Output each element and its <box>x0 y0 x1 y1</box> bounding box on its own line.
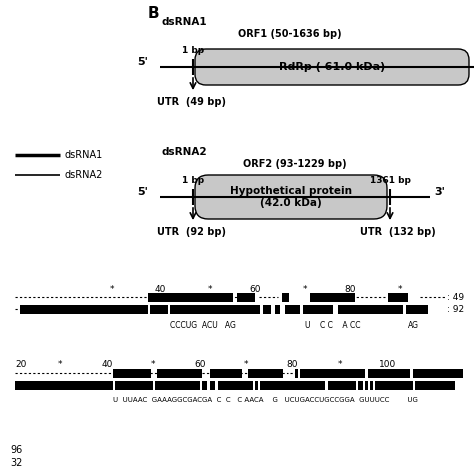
Text: : 92: : 92 <box>447 305 464 314</box>
Text: UTR  (49 bp): UTR (49 bp) <box>157 97 226 107</box>
FancyBboxPatch shape <box>370 381 373 390</box>
Text: 1 bp: 1 bp <box>182 46 204 55</box>
FancyBboxPatch shape <box>338 304 403 313</box>
FancyBboxPatch shape <box>195 49 469 85</box>
Text: *: * <box>151 360 155 369</box>
Text: U  UUAAC  GAAAGGCGACGA  C  C   C AACA    G   UCUGACCUGCCGGA  GUUUCC        UG: U UUAAC GAAAGGCGACGA C C C AACA G UCUGAC… <box>113 397 418 403</box>
FancyBboxPatch shape <box>295 368 298 377</box>
FancyBboxPatch shape <box>113 368 151 377</box>
Text: ORF1 (50-1636 bp): ORF1 (50-1636 bp) <box>238 29 342 39</box>
Text: 60: 60 <box>249 285 261 294</box>
Text: 80: 80 <box>286 360 298 369</box>
FancyBboxPatch shape <box>155 381 200 390</box>
FancyBboxPatch shape <box>210 368 242 377</box>
FancyBboxPatch shape <box>365 381 368 390</box>
Text: dsRNA1: dsRNA1 <box>162 17 208 27</box>
FancyBboxPatch shape <box>20 304 148 313</box>
FancyBboxPatch shape <box>170 304 260 313</box>
Text: 5': 5' <box>137 187 148 197</box>
FancyBboxPatch shape <box>275 304 280 313</box>
FancyBboxPatch shape <box>195 175 387 219</box>
FancyBboxPatch shape <box>368 368 410 377</box>
Text: CCCUG  ACU   AG: CCCUG ACU AG <box>170 321 236 330</box>
FancyBboxPatch shape <box>310 292 355 301</box>
FancyBboxPatch shape <box>248 368 283 377</box>
Text: UTR  (92 bp): UTR (92 bp) <box>157 227 226 237</box>
FancyBboxPatch shape <box>15 381 113 390</box>
Text: RdRp ( 61.0 kDa): RdRp ( 61.0 kDa) <box>279 62 385 72</box>
FancyBboxPatch shape <box>202 381 207 390</box>
FancyBboxPatch shape <box>237 292 255 301</box>
FancyBboxPatch shape <box>263 304 271 313</box>
FancyBboxPatch shape <box>303 304 333 313</box>
FancyBboxPatch shape <box>218 381 253 390</box>
FancyBboxPatch shape <box>358 381 363 390</box>
Text: 5': 5' <box>137 57 148 67</box>
Text: *: * <box>338 360 342 369</box>
Text: 40: 40 <box>155 285 166 294</box>
Text: *: * <box>208 285 212 294</box>
Text: *: * <box>303 285 307 294</box>
FancyBboxPatch shape <box>255 381 258 390</box>
Text: 100: 100 <box>379 360 397 369</box>
Text: 20: 20 <box>15 360 27 369</box>
FancyBboxPatch shape <box>115 381 153 390</box>
Text: 32: 32 <box>10 458 22 468</box>
Text: 80: 80 <box>344 285 356 294</box>
Text: 60: 60 <box>194 360 206 369</box>
Text: *: * <box>398 285 402 294</box>
FancyBboxPatch shape <box>157 368 202 377</box>
FancyBboxPatch shape <box>150 304 168 313</box>
Text: 1361 bp: 1361 bp <box>370 176 410 185</box>
FancyBboxPatch shape <box>388 292 408 301</box>
Text: dsRNA2: dsRNA2 <box>162 147 208 157</box>
FancyBboxPatch shape <box>375 381 413 390</box>
Text: *: * <box>244 360 248 369</box>
Text: *: * <box>110 285 114 294</box>
FancyBboxPatch shape <box>406 304 428 313</box>
Text: *: * <box>58 360 62 369</box>
FancyBboxPatch shape <box>300 368 365 377</box>
Text: U    C C    A CC: U C C A CC <box>305 321 361 330</box>
Text: dsRNA1: dsRNA1 <box>65 150 103 160</box>
Text: ORF2 (93-1229 bp): ORF2 (93-1229 bp) <box>243 159 347 169</box>
FancyBboxPatch shape <box>328 381 356 390</box>
FancyBboxPatch shape <box>148 292 233 301</box>
FancyBboxPatch shape <box>210 381 215 390</box>
FancyBboxPatch shape <box>285 304 300 313</box>
Text: 3': 3' <box>434 187 445 197</box>
Text: 40: 40 <box>101 360 113 369</box>
FancyBboxPatch shape <box>282 292 289 301</box>
Text: Hypothetical protein
(42.0 kDa): Hypothetical protein (42.0 kDa) <box>230 186 352 208</box>
FancyBboxPatch shape <box>260 381 325 390</box>
Text: dsRNA2: dsRNA2 <box>65 170 103 180</box>
Text: 1 bp: 1 bp <box>182 176 204 185</box>
Text: B: B <box>148 6 160 21</box>
Text: 96: 96 <box>10 445 22 455</box>
Text: UTR  (132 bp): UTR (132 bp) <box>360 227 436 237</box>
Text: : 49: : 49 <box>447 293 464 302</box>
FancyBboxPatch shape <box>415 381 455 390</box>
Text: AG: AG <box>408 321 419 330</box>
FancyBboxPatch shape <box>413 368 463 377</box>
